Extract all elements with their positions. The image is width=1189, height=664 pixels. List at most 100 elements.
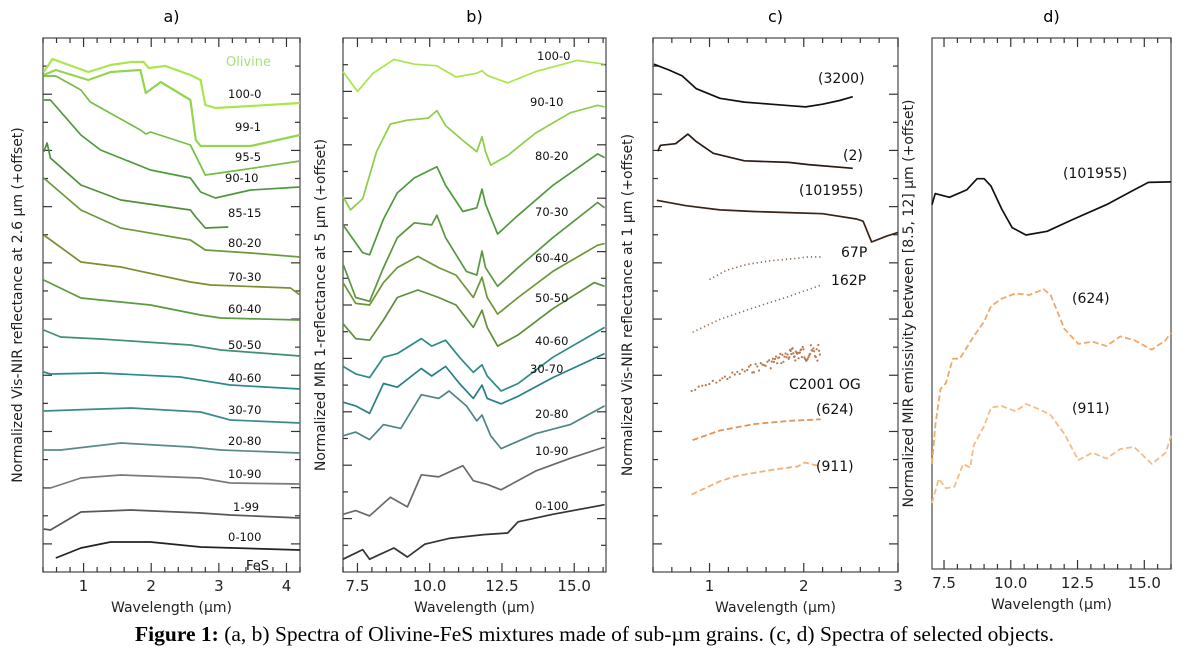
- series-80-20-line: [43, 177, 301, 258]
- panel-title: d): [1043, 7, 1059, 26]
- data-point: [771, 357, 774, 360]
- data-point: [731, 371, 734, 374]
- series-162P-line: [692, 284, 821, 333]
- x-tick-label: 10.0: [413, 577, 446, 595]
- series-30-70-label: 30-70: [530, 362, 563, 376]
- series-85-15-label: 85-15: [228, 206, 261, 220]
- x-tick-label: 2: [146, 577, 156, 595]
- data-point: [704, 384, 707, 387]
- series-30-70-line: [43, 407, 301, 424]
- data-point: [780, 362, 783, 365]
- data-point: [798, 351, 802, 354]
- series-911-line: [931, 403, 1172, 504]
- data-point: [802, 348, 805, 351]
- series-70-30-line: [342, 201, 606, 303]
- series-10-90-line: [43, 474, 301, 489]
- data-point: [721, 377, 724, 380]
- panel-b: b) 7.5 10.0 12.5 15.0 Wavelength (µm) Normaliz…: [313, 7, 607, 616]
- x-tick-label: 15.0: [1128, 574, 1161, 592]
- series-90-10-label: 90-10: [530, 95, 563, 109]
- annotation-fes: FeS: [246, 559, 269, 574]
- series-50-50-line: [43, 329, 301, 357]
- data-point: [768, 359, 771, 362]
- x-tick-label: 4: [282, 577, 292, 595]
- y-axis-label: Normalized Vis-NIR reflectance at 1 µm (…: [620, 134, 636, 476]
- x-tick-label: 2: [799, 577, 809, 595]
- series-99-1-label: 99-1: [235, 120, 261, 134]
- data-point: [736, 370, 739, 374]
- series-67P-line: [709, 256, 821, 281]
- series-101955-line: [931, 177, 1172, 236]
- data-point: [813, 350, 816, 353]
- series-70-30-line: [43, 234, 301, 296]
- data-point: [751, 371, 754, 374]
- series-40-60-line: [43, 371, 301, 390]
- series-80-20-label: 80-20: [535, 149, 568, 163]
- data-point: [690, 389, 693, 393]
- data-point: [694, 388, 697, 391]
- panel-a: a) 1 2 3 4 Wavelength (µm) Normalized Vis-NIR …: [10, 7, 301, 616]
- series-99-1-line: [43, 68, 301, 148]
- x-axis-label: Wavelength (µm): [715, 600, 836, 616]
- data-point: [790, 352, 793, 356]
- data-point: [817, 349, 821, 352]
- series-60-40-label: 60-40: [535, 251, 568, 265]
- series-50-50-label: 50-50: [535, 291, 568, 305]
- data-point: [749, 363, 752, 367]
- data-point: [770, 360, 773, 363]
- data-point: [783, 355, 786, 358]
- data-point: [800, 348, 803, 351]
- data-point: [746, 368, 749, 372]
- series-911-line: [691, 461, 821, 496]
- series-1-99-label: 1-99: [233, 500, 259, 514]
- data-point: [797, 357, 800, 360]
- series-40-60-label: 40-60: [535, 334, 568, 348]
- series-60-40-line: [342, 242, 605, 315]
- series-3200-label: (3200): [818, 71, 865, 87]
- x-axis-label: Wavelength (µm): [991, 597, 1112, 613]
- series-2-line: [656, 133, 853, 170]
- panel-title: a): [163, 7, 179, 26]
- series-624-label: (624): [1072, 291, 1110, 307]
- data-point: [761, 363, 764, 366]
- y-axis-label: Normalized MIR 1-reflectance at 5 µm (+o…: [313, 139, 329, 471]
- series-0-100-label: 0-100: [228, 530, 261, 544]
- series-40-60-label: 40-60: [228, 371, 261, 385]
- data-point: [718, 379, 722, 382]
- data-point: [762, 364, 766, 367]
- data-point: [800, 355, 803, 359]
- data-point: [816, 359, 819, 362]
- data-point: [793, 355, 796, 358]
- x-axis-label: Wavelength (µm): [414, 600, 535, 616]
- series-624-line: [692, 418, 821, 441]
- series-101955-label: (101955): [1063, 166, 1127, 182]
- data-point: [789, 349, 792, 353]
- data-point: [785, 356, 788, 359]
- data-point: [757, 369, 761, 372]
- plot-frame: [42, 37, 301, 573]
- data-point: [738, 372, 741, 375]
- series-30-70-line: [342, 352, 605, 415]
- data-point: [701, 384, 704, 387]
- series-624-line: [931, 288, 1172, 464]
- annotation-olivine: Olivine: [226, 55, 271, 70]
- data-point: [778, 356, 781, 359]
- figure-1: a) 1 2 3 4 Wavelength (µm) Normalized Vis-NIR …: [10, 7, 1172, 616]
- data-point: [804, 357, 807, 361]
- figure-caption: Figure 1: (a, b) Spectra of Olivine-FeS …: [0, 622, 1189, 647]
- data-point: [747, 365, 751, 368]
- series-C2001-OG-scatter: [690, 343, 822, 393]
- series-2-label: (2): [843, 148, 863, 164]
- series-C2001-OG-label: C2001 OG: [789, 377, 861, 393]
- data-point: [759, 361, 762, 365]
- series-50-50-line: [342, 281, 605, 347]
- series-20-80-line: [43, 442, 301, 454]
- data-point: [754, 362, 757, 366]
- data-point: [814, 355, 817, 359]
- series-60-40-line: [43, 279, 301, 321]
- x-tick-label: 7.5: [346, 577, 370, 595]
- x-tick-label: 3: [214, 577, 224, 595]
- series-80-20-line: [342, 153, 605, 256]
- series-162P-label: 162P: [831, 273, 866, 289]
- plot-frame: [652, 37, 899, 573]
